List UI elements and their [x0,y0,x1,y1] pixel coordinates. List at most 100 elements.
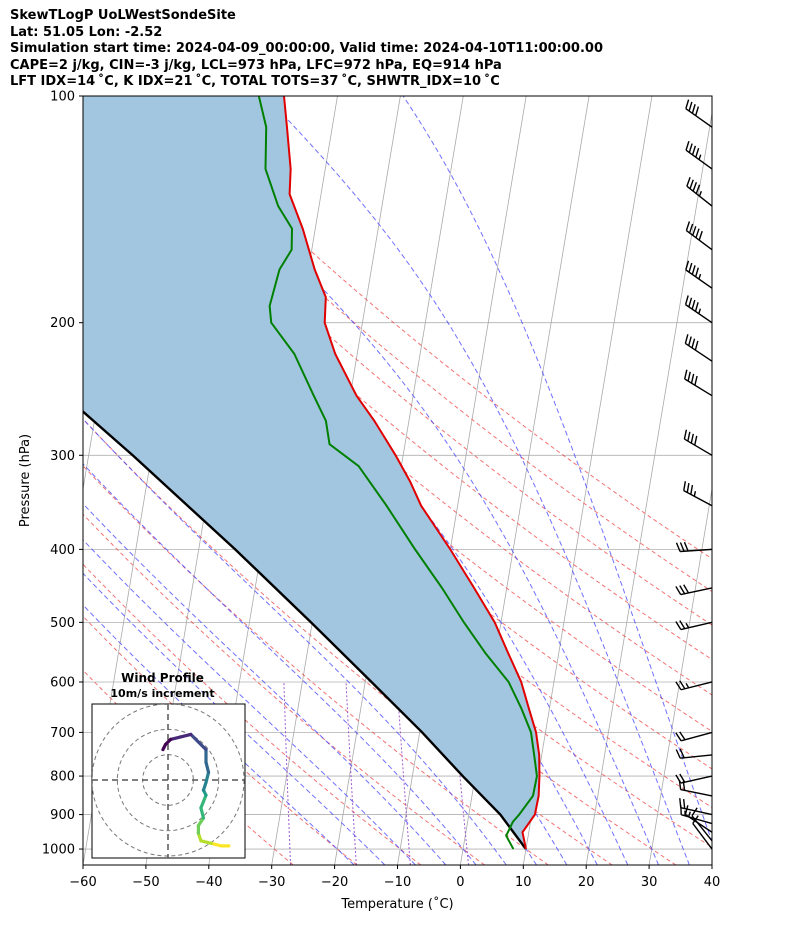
wind-barb-flag [679,680,686,690]
wind-barb-half-flag [685,622,690,629]
x-tick-label: 20 [578,875,595,890]
hodograph-segment [199,793,208,810]
wind-barb-staff [680,806,713,816]
y-tick-label: 300 [50,449,75,464]
wind-barb-flag [691,338,696,349]
wind-barb-flag [675,586,682,595]
wind-barb [675,748,713,759]
wind-barb-staff [684,342,713,362]
wind-barb-flag [691,104,696,114]
wind-barb-flag [675,749,681,759]
wind-barb-flag [687,431,691,442]
wind-barb-flag [679,731,686,741]
wind-barb [675,620,713,631]
y-tick-label: 1000 [42,843,75,858]
wind-barb-flag [683,481,687,491]
moist-adiabat-line [137,96,659,865]
hodograph-segment [199,806,206,820]
wind-barb-flag [684,805,689,815]
y-tick-label: 500 [50,616,75,631]
wind-barb-staff [680,548,713,553]
wind-barb [675,680,713,691]
temperature-profile-line [283,96,541,850]
wind-barb-half-flag [685,682,690,689]
isotherm-line [711,862,712,865]
wind-barb-half-flag [688,811,691,817]
wind-barb-flag [695,228,700,238]
wind-barb-flag [694,375,698,386]
wind-barb-flag [679,748,685,759]
moist-adiabat-line [83,572,386,865]
hodograph-segment [204,770,211,785]
wind-barb-half-flag [693,491,697,497]
mixing-ratio-line [345,681,357,865]
wind-barb-flag [675,774,682,784]
y-tick-label: 400 [50,543,75,558]
wind-barb-flag [690,433,694,444]
wind-barb-flag [694,106,700,116]
y-tick-label: 700 [50,726,75,741]
wind-barb-staff [681,814,713,825]
mixing-ratio-line [396,681,411,865]
wind-barb [691,807,713,842]
x-tick-label: −40 [195,875,222,890]
moist-adiabat-line [83,503,447,865]
wind-barb-flag [684,334,689,344]
wind-barbs [675,99,713,850]
wind-barb-flag [688,223,694,234]
y-tick-label: 900 [50,808,75,823]
wind-barb-flag [685,260,690,271]
wind-barb-staff [685,304,713,324]
wind-barb-flag [688,262,693,273]
index-line: LFT IDX=14 ˚C, K IDX=21 ˚C, TOTAL TOTS=3… [10,74,500,89]
wind-barb-flag [675,732,682,742]
wind-barb-staff [680,775,713,784]
wind-barb [675,773,713,784]
wind-barb-flag [688,143,693,153]
x-axis-label: Temperature (˚C) [340,896,453,912]
isotherm-line [522,96,653,865]
x-tick-label: −60 [69,875,96,890]
wind-barb-half-flag [698,308,702,314]
isotherm-line [648,486,712,865]
chart-title: SkewTLogP UoLWestSondeSite [10,8,236,23]
wind-barb-flag [692,182,698,192]
isotherm-line [83,96,87,116]
moist-adiabat-line [265,96,690,865]
wind-barb-staff [691,815,713,842]
wind-barb [675,584,713,596]
wind-barb-flag [675,681,682,691]
wind-barb-half-flag [698,273,702,280]
wind-barb-flag [695,148,700,158]
wind-barb-staff [692,823,713,850]
wind-barb-flag [694,302,699,312]
wind-barb-flag [679,585,686,595]
wind-barb-flag [695,184,701,194]
wind-barb [685,260,713,289]
parcel-profile-line [83,410,527,850]
wind-barb-flag [686,177,691,187]
wind-barb-flag [684,369,688,380]
wind-barb-flag [685,221,691,231]
moist-adiabat-line [83,539,416,865]
wind-barb-flag [685,140,690,151]
wind-barb-staff [680,731,713,742]
hodograph-segment [209,841,223,848]
wind-barb-flag [687,371,691,382]
hodograph-inset: Wind Profile 10m/s increment [91,671,246,859]
inset-plot [92,704,245,858]
wind-barb-flag [691,299,696,310]
hodograph-segment [179,732,193,739]
dry-adiabat-line [150,96,712,560]
wind-barb-staff [685,108,713,128]
x-tick-label: 10 [515,875,532,890]
wind-barb-staff [680,754,713,759]
hodograph-segment [204,760,211,775]
mixing-ratio-line [283,681,292,865]
wind-barb [684,369,713,397]
wind-barb [685,140,713,170]
dry-adiabat-line [83,166,712,696]
wind-barb-flag [688,336,692,346]
wind-barb [683,429,713,456]
